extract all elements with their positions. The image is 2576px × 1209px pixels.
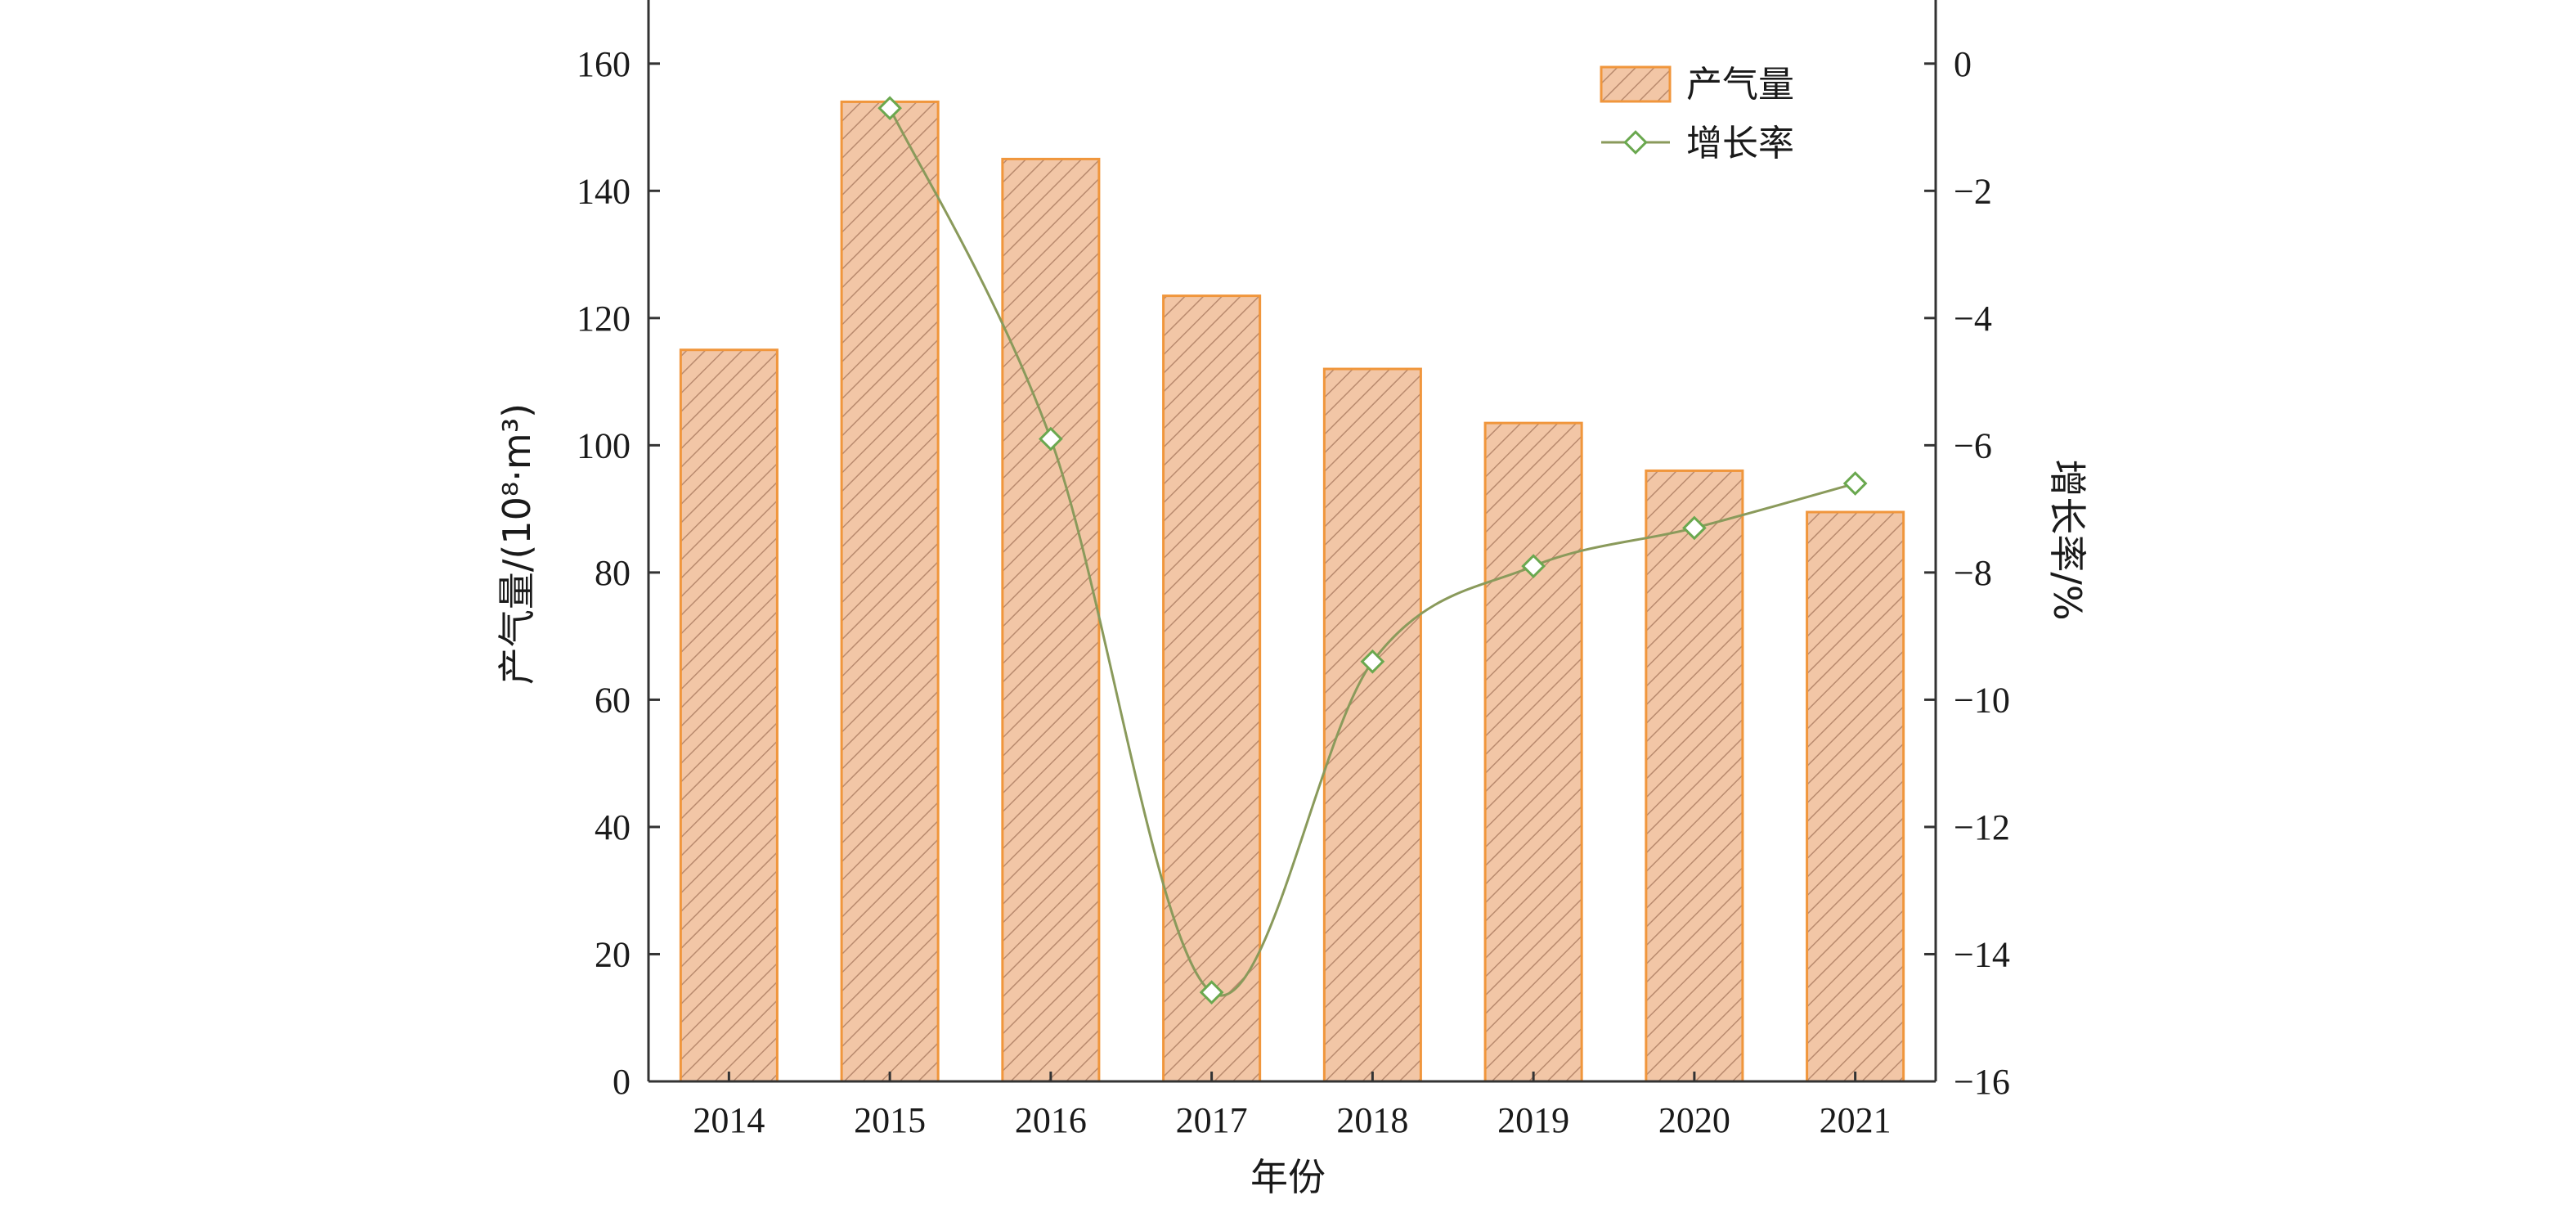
bar-2016 — [1001, 157, 1101, 1083]
y-tick-label-left: 140 — [577, 171, 631, 211]
x-tick-label: 2017 — [1176, 1100, 1248, 1140]
x-tick-label: 2021 — [1820, 1100, 1892, 1140]
y-tick-label-right: −12 — [1954, 807, 2010, 847]
y-tick-label-left: 0 — [613, 1062, 631, 1102]
bar-2014 — [679, 348, 779, 1083]
x-tick-label: 2016 — [1015, 1100, 1087, 1140]
y-tick-label-right: −10 — [1954, 680, 2010, 720]
y-tick-label-left: 120 — [577, 299, 631, 339]
bar-2019 — [1483, 421, 1583, 1083]
y-tick-label-left: 160 — [577, 44, 631, 84]
y-tick-label-right: −14 — [1954, 934, 2010, 974]
bar-2020 — [1645, 469, 1744, 1083]
growth-point-2019 — [1521, 554, 1546, 578]
y-tick-label-left: 100 — [577, 425, 631, 465]
bar-2015 — [840, 100, 940, 1083]
bar-2017 — [1162, 294, 1262, 1083]
y-tick-label-right: −6 — [1954, 425, 1992, 465]
legend: 产气量 增长率 — [1600, 64, 1794, 164]
growth-point-2015 — [877, 96, 902, 121]
y-axis-title-right: 增长率/% — [2045, 459, 2089, 620]
growth-point-2016 — [1039, 426, 1063, 452]
y-tick-label-right: −16 — [1954, 1062, 2010, 1102]
legend-swatch-marker — [1623, 130, 1648, 155]
x-tick-label: 2020 — [1658, 1100, 1730, 1140]
x-tick-label: 2015 — [854, 1100, 926, 1140]
legend-swatch-bar — [1600, 65, 1672, 103]
growth-line-layer — [877, 96, 1868, 1005]
bar-2018 — [1322, 367, 1422, 1083]
legend-label-bar: 产气量 — [1686, 64, 1794, 106]
growth-point-2018 — [1360, 649, 1385, 674]
growth-rate-line — [888, 107, 1856, 997]
y-tick-label-right: −8 — [1954, 553, 1992, 593]
y-tick-label-left: 60 — [595, 680, 631, 720]
axes-layer: 0 20 40 60 80 100 120 140 160 0 −2 −4 −6 −8 −10 −12 −14 −… — [577, 0, 2010, 1140]
legend-label-line: 增长率 — [1686, 123, 1794, 164]
y-tick-label-left: 80 — [595, 553, 631, 593]
bar-2021 — [1806, 510, 1905, 1083]
growth-point-2020 — [1682, 515, 1707, 541]
bars-layer — [679, 100, 1905, 1083]
x-axis-title: 年份 — [1250, 1155, 1326, 1199]
growth-point-2017 — [1199, 980, 1224, 1005]
y-tick-label-left: 40 — [595, 807, 631, 847]
y-axis-title-left: 产气量/(10⁸·m³) — [495, 403, 539, 685]
y-tick-label-left: 20 — [595, 934, 631, 974]
growth-point-2021 — [1842, 471, 1868, 496]
y-tick-label-right: −2 — [1954, 171, 1992, 211]
y-tick-label-right: 0 — [1954, 44, 1972, 84]
y-tick-label-right: −4 — [1954, 299, 1992, 339]
x-tick-label: 2014 — [693, 1100, 765, 1140]
x-tick-label: 2018 — [1336, 1100, 1408, 1140]
x-tick-label: 2019 — [1497, 1100, 1569, 1140]
